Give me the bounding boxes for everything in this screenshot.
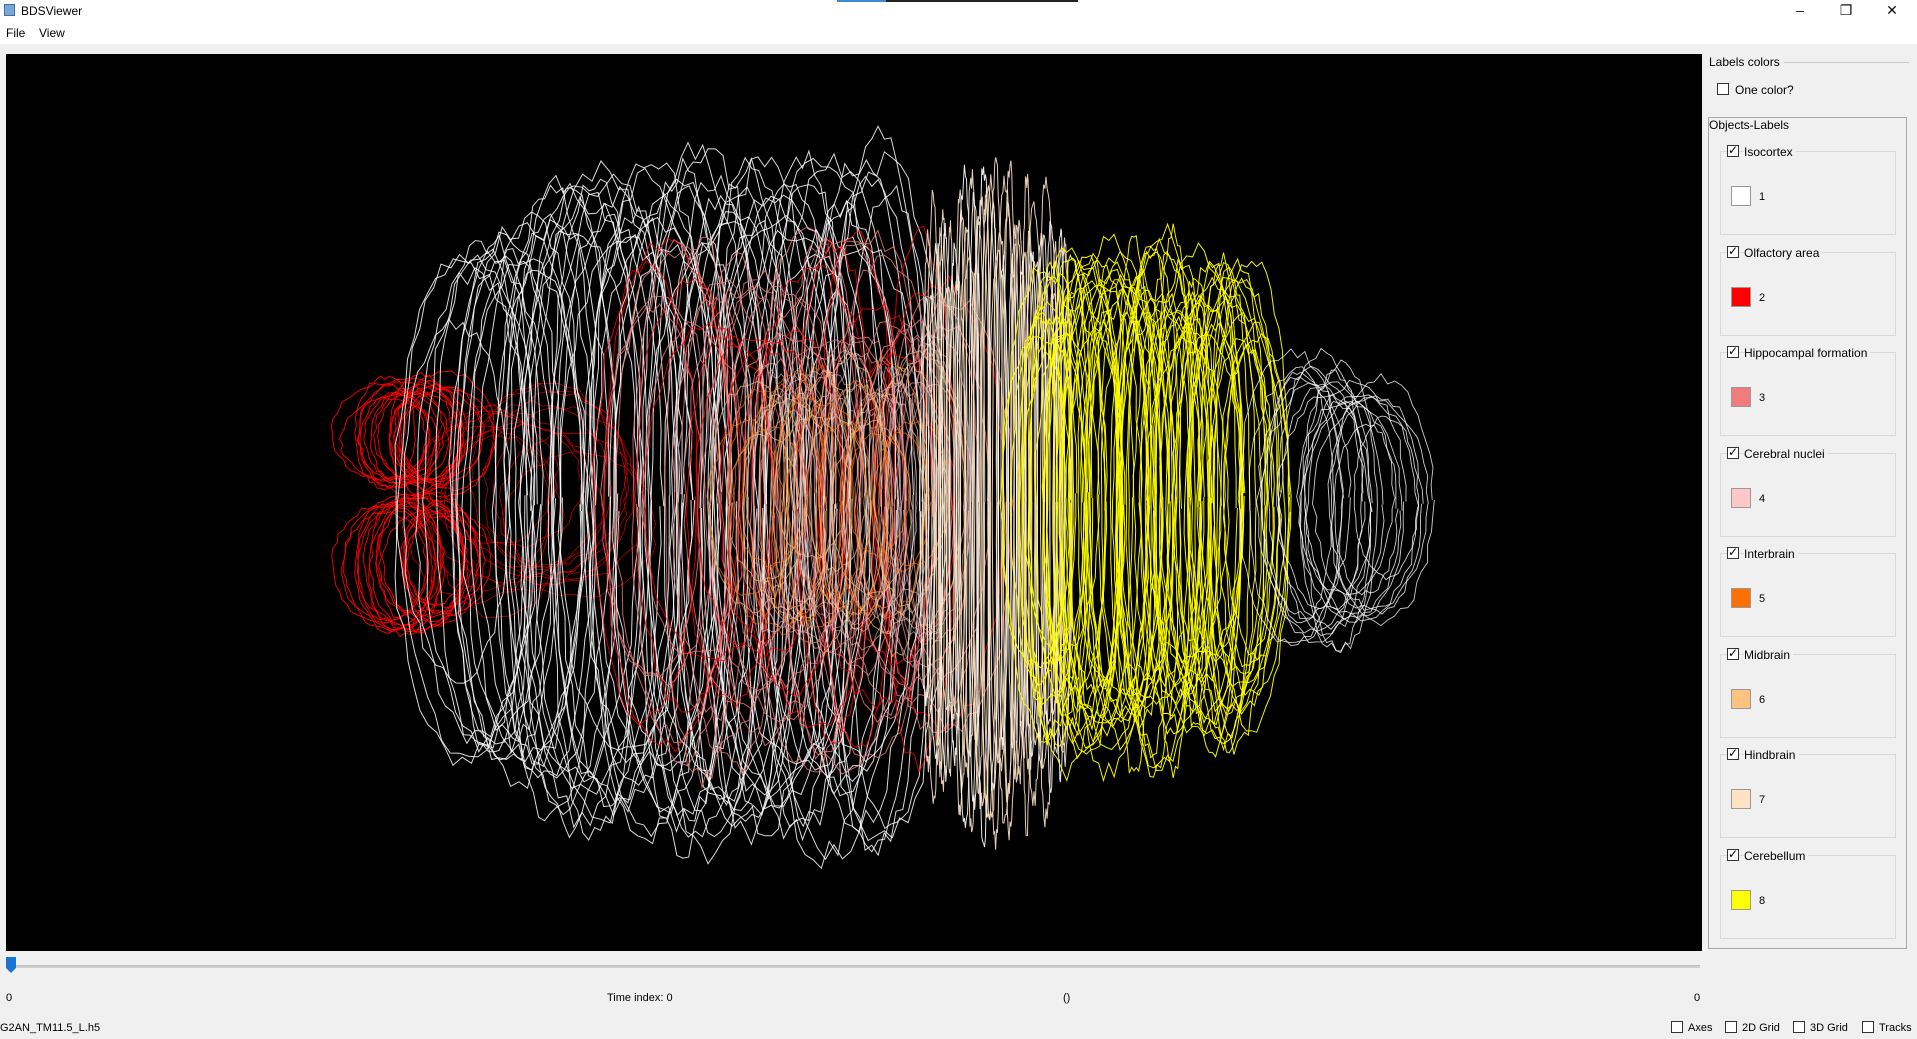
color-swatch-button[interactable] — [1731, 387, 1751, 407]
label-name: Interbrain — [1744, 547, 1798, 561]
time-slider-handle[interactable] — [6, 957, 16, 973]
2d-grid-label: 2D Grid — [1742, 1022, 1780, 1034]
label-visibility-checkbox[interactable] — [1727, 143, 1739, 157]
label-group-3: Hippocampal formation 3 — [1720, 344, 1896, 436]
label-name: Hippocampal formation — [1744, 346, 1871, 360]
axes-checkbox[interactable] — [1671, 1021, 1683, 1033]
slider-max-label: 0 — [1694, 992, 1701, 1004]
label-visibility-checkbox[interactable] — [1727, 646, 1739, 660]
label-visibility-checkbox[interactable] — [1727, 244, 1739, 258]
3d-grid-label: 3D Grid — [1810, 1022, 1848, 1034]
color-swatch-button[interactable] — [1731, 286, 1751, 307]
labels-colors-title: Labels colors — [1709, 55, 1784, 69]
label-visibility-checkbox[interactable] — [1727, 545, 1739, 559]
label-id: 6 — [1759, 693, 1766, 706]
close-button[interactable]: ✕ — [1886, 2, 1898, 18]
label-group-1: Isocortex 1 — [1720, 143, 1896, 235]
label-group-8: Cerebellum 8 — [1720, 847, 1896, 939]
color-swatch-button[interactable] — [1731, 789, 1751, 809]
label-id: 1 — [1759, 191, 1766, 203]
label-id: 2 — [1759, 291, 1766, 304]
status-file-name: G2AN_TM11.5_L.h5 — [0, 1022, 101, 1034]
label-group-2: Olfactory area 2 — [1720, 244, 1896, 336]
color-swatch-button[interactable] — [1731, 889, 1751, 910]
label-name: Olfactory area — [1744, 245, 1823, 260]
color-swatch-button[interactable] — [1731, 688, 1751, 709]
2d-grid-checkbox[interactable] — [1725, 1021, 1737, 1033]
label-id: 4 — [1759, 492, 1766, 505]
label-name: Hindbrain — [1744, 748, 1799, 762]
color-swatch-button[interactable] — [1731, 487, 1751, 508]
label-visibility-checkbox[interactable] — [1727, 847, 1739, 861]
time-index-label: Time index: 0 — [607, 992, 673, 1004]
label-visibility-checkbox[interactable] — [1727, 445, 1739, 459]
label-visibility-checkbox[interactable] — [1727, 746, 1739, 760]
tracks-label: Tracks — [1879, 1022, 1912, 1034]
color-swatch-button[interactable] — [1731, 588, 1751, 608]
objects-labels-group — [1708, 117, 1907, 949]
color-swatch-button[interactable] — [1731, 186, 1751, 206]
window-title: BDSViewer — [21, 4, 83, 18]
label-id: 8 — [1759, 894, 1766, 907]
label-name: Midbrain — [1744, 647, 1794, 662]
label-name: Isocortex — [1744, 145, 1796, 159]
one-color-label: One color? — [1735, 83, 1794, 97]
slider-min-label: 0 — [6, 992, 13, 1004]
3d-grid-checkbox[interactable] — [1793, 1021, 1805, 1033]
section-divider — [1775, 62, 1909, 63]
minimize-button[interactable]: – — [1796, 2, 1804, 18]
axes-label: Axes — [1688, 1022, 1713, 1034]
app-icon — [4, 4, 15, 16]
time-extra-label: () — [1063, 992, 1071, 1004]
label-name: Cerebellum — [1744, 848, 1809, 863]
brain-wireframe-render — [330, 125, 1435, 870]
label-name: Cerebral nuclei — [1744, 446, 1828, 461]
title-accent-bar — [837, 0, 1078, 2]
title-bar: BDSViewer – ❐ ✕ — [0, 0, 1917, 22]
menu-file[interactable]: File — [6, 26, 26, 40]
one-color-checkbox[interactable] — [1717, 83, 1729, 95]
label-group-7: Hindbrain 7 — [1720, 746, 1896, 838]
label-id: 5 — [1759, 593, 1766, 605]
label-visibility-checkbox[interactable] — [1727, 344, 1739, 358]
menu-bar: File View — [0, 22, 1917, 44]
label-group-4: Cerebral nuclei 4 — [1720, 445, 1896, 537]
label-id: 7 — [1759, 794, 1766, 806]
label-group-5: Interbrain 5 — [1720, 545, 1896, 637]
tracks-checkbox[interactable] — [1862, 1021, 1874, 1033]
maximize-button[interactable]: ❐ — [1839, 2, 1853, 18]
time-slider-track[interactable] — [8, 965, 1700, 968]
label-id: 3 — [1759, 392, 1766, 404]
objects-labels-title: Objects-Labels — [1709, 118, 1792, 132]
menu-view[interactable]: View — [39, 26, 65, 40]
3d-viewport[interactable] — [6, 54, 1702, 951]
label-group-6: Midbrain 6 — [1720, 646, 1896, 738]
